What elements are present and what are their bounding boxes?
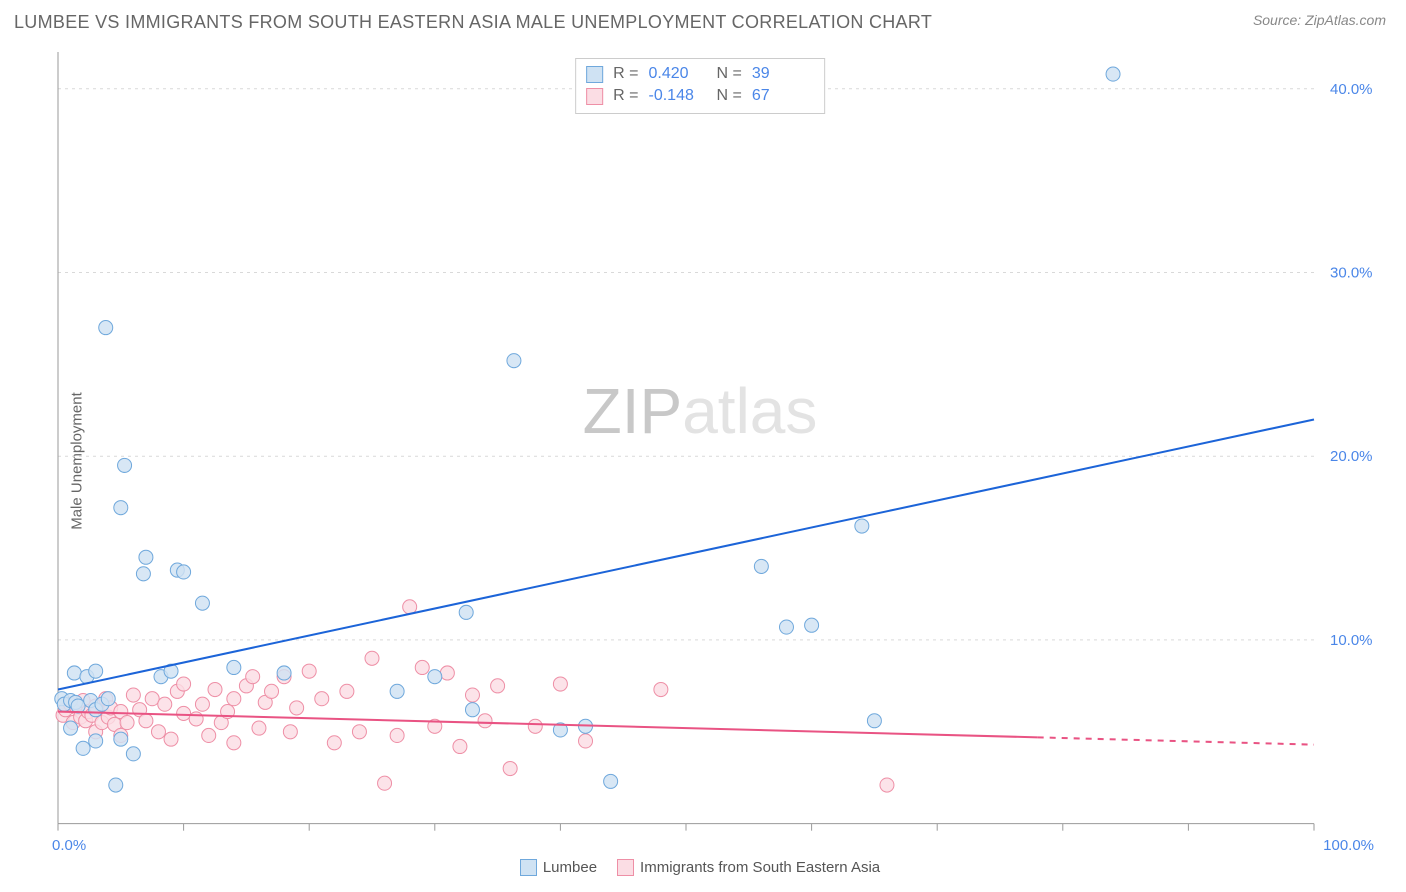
chart-container: Male Unemployment 10.0%20.0%30.0%40.0%0.… (14, 48, 1386, 874)
svg-text:40.0%: 40.0% (1330, 81, 1373, 98)
r-value-lumbee: 0.420 (649, 65, 707, 83)
legend-label-lumbee: Lumbee (543, 859, 597, 876)
series-legend: Lumbee Immigrants from South Eastern Asi… (14, 859, 1386, 876)
legend-row-immigrants: R = -0.148 N = 67 (586, 85, 810, 107)
legend-label-immigrants: Immigrants from South Eastern Asia (640, 859, 880, 876)
svg-text:0.0%: 0.0% (52, 837, 86, 854)
n-value-lumbee: 39 (752, 65, 810, 83)
legend-item-lumbee: Lumbee (520, 859, 597, 876)
r-value-immigrants: -0.148 (649, 87, 707, 105)
scatter-plot: 10.0% 20.0% 30.0% 40.0% 0.0% 100.0% (48, 48, 1386, 874)
legend-row-lumbee: R = 0.420 N = 39 (586, 63, 810, 85)
svg-text:20.0%: 20.0% (1330, 448, 1373, 465)
svg-text:100.0%: 100.0% (1323, 837, 1374, 854)
swatch-immigrants (586, 88, 603, 105)
swatch-immigrants-icon (617, 859, 634, 876)
legend-item-immigrants: Immigrants from South Eastern Asia (617, 859, 880, 876)
correlation-legend: R = 0.420 N = 39 R = -0.148 N = 67 (575, 58, 825, 114)
source-attribution: Source: ZipAtlas.com (1253, 12, 1386, 28)
svg-text:10.0%: 10.0% (1330, 632, 1373, 649)
svg-text:30.0%: 30.0% (1330, 264, 1373, 281)
swatch-lumbee-icon (520, 859, 537, 876)
chart-title: LUMBEE VS IMMIGRANTS FROM SOUTH EASTERN … (14, 12, 932, 33)
swatch-lumbee (586, 66, 603, 83)
n-value-immigrants: 67 (752, 87, 810, 105)
